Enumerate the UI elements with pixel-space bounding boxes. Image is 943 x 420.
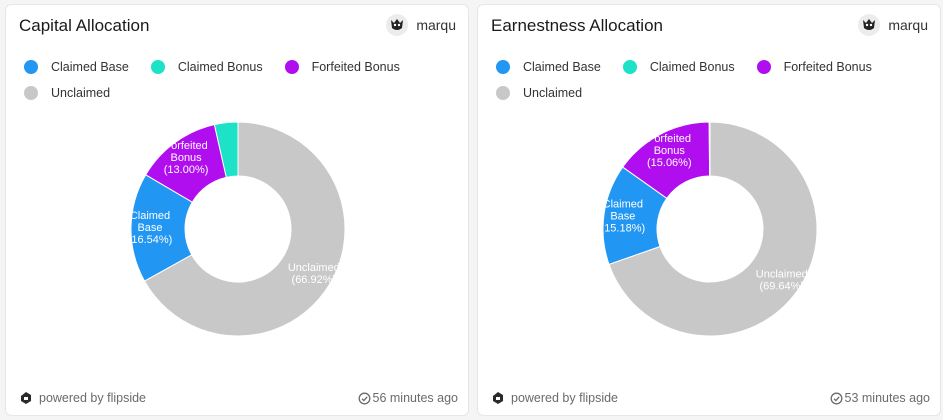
- powered-by-text: powered by flipside: [511, 391, 619, 405]
- legend-label: Forfeited Bonus: [311, 60, 400, 74]
- legend-dot: [284, 60, 299, 74]
- last-updated-text: 53 minutes ago: [844, 391, 930, 405]
- legend-label: Claimed Bonus: [649, 60, 735, 74]
- check-clock-icon: [358, 392, 370, 404]
- card-title: Earnestness Allocation: [491, 16, 663, 35]
- legend-label: Claimed Base: [523, 60, 601, 74]
- powered-by-text: powered by flipside: [39, 391, 147, 405]
- slice-unclaimed[interactable]: [143, 121, 346, 337]
- legend-dot: [24, 86, 38, 100]
- user-name: marqu: [888, 17, 928, 33]
- legend-item-claimed-bonus[interactable]: Claimed Bonus: [150, 59, 263, 75]
- legend-label: Claimed Bonus: [177, 60, 263, 74]
- slice-claimed-bonus[interactable]: [708, 121, 711, 177]
- last-updated-text: 56 minutes ago: [372, 391, 458, 405]
- legend-dot: [756, 60, 771, 74]
- capital-allocation-donut-chart: Unclaimed (66.92%) Claimed Base (16.54%) Forf…: [128, 121, 346, 337]
- legend-dot: [150, 60, 165, 74]
- check-clock-icon: [830, 392, 842, 404]
- legend-item-forfeited-bonus[interactable]: Forfeited Bonus: [284, 59, 400, 75]
- powered-by-link[interactable]: powered by flipside: [19, 391, 146, 405]
- user-badge[interactable]: marqu: [386, 14, 456, 36]
- user-name: marqu: [416, 17, 456, 33]
- capital-allocation-card: Capital Allocation marqu Claimed Base Cl…: [5, 4, 469, 416]
- avatar-icon: [863, 19, 876, 30]
- legend-label: Forfeited Bonus: [783, 60, 872, 74]
- slice-label-forfeited-bonus: Forfeited Bonus (15.06%): [647, 133, 692, 169]
- legend-label: Unclaimed: [51, 86, 111, 100]
- flipside-logo-icon: [21, 392, 31, 404]
- earnestness-allocation-donut-chart: Unclaimed (69.64%) Claimed Base (15.18%)Forf…: [601, 121, 818, 337]
- chart-legend: Claimed Base Claimed Bonus Forfeited Bon…: [496, 59, 936, 101]
- last-updated: 56 minutes ago: [358, 391, 458, 405]
- avatar-icon: [391, 19, 404, 30]
- avatar: [386, 14, 409, 36]
- legend-item-unclaimed[interactable]: Unclaimed: [24, 85, 110, 101]
- slice-label-claimed-base: Claimed Base (15.18%): [601, 199, 646, 235]
- flipside-logo-icon: [493, 392, 503, 404]
- chart-legend: Claimed Base Claimed Bonus Forfeited Bon…: [24, 59, 464, 101]
- legend-label: Unclaimed: [523, 86, 583, 100]
- slice-claimed-bonus[interactable]: [213, 121, 239, 178]
- user-badge[interactable]: marqu: [858, 14, 928, 36]
- legend-dot: [496, 86, 510, 100]
- legend-item-claimed-bonus[interactable]: Claimed Bonus: [622, 59, 735, 75]
- powered-by-link[interactable]: powered by flipside: [491, 391, 618, 405]
- legend-dot: [24, 60, 38, 74]
- legend-item-forfeited-bonus[interactable]: Forfeited Bonus: [756, 59, 872, 75]
- legend-item-claimed-base[interactable]: Claimed Base: [24, 59, 129, 75]
- earnestness-allocation-card: Earnestness Allocation marqu Claimed Bas…: [477, 4, 941, 416]
- legend-dot: [496, 60, 510, 74]
- slice-label-unclaimed: Unclaimed (69.64%): [756, 268, 808, 292]
- legend-item-unclaimed[interactable]: Unclaimed: [496, 85, 582, 101]
- last-updated: 53 minutes ago: [830, 391, 930, 405]
- legend-item-claimed-base[interactable]: Claimed Base: [496, 59, 601, 75]
- card-title: Capital Allocation: [19, 16, 150, 35]
- slice-label-forfeited-bonus: Forfeited Bonus (13.00%): [164, 140, 209, 176]
- avatar: [858, 14, 881, 36]
- slice-unclaimed[interactable]: [608, 121, 818, 337]
- slice-label-unclaimed: Unclaimed (66.92%): [288, 262, 340, 286]
- legend-dot: [622, 60, 637, 74]
- slice-label-claimed-base: Claimed Base (16.54%): [128, 210, 173, 246]
- legend-label: Claimed Base: [51, 60, 129, 74]
